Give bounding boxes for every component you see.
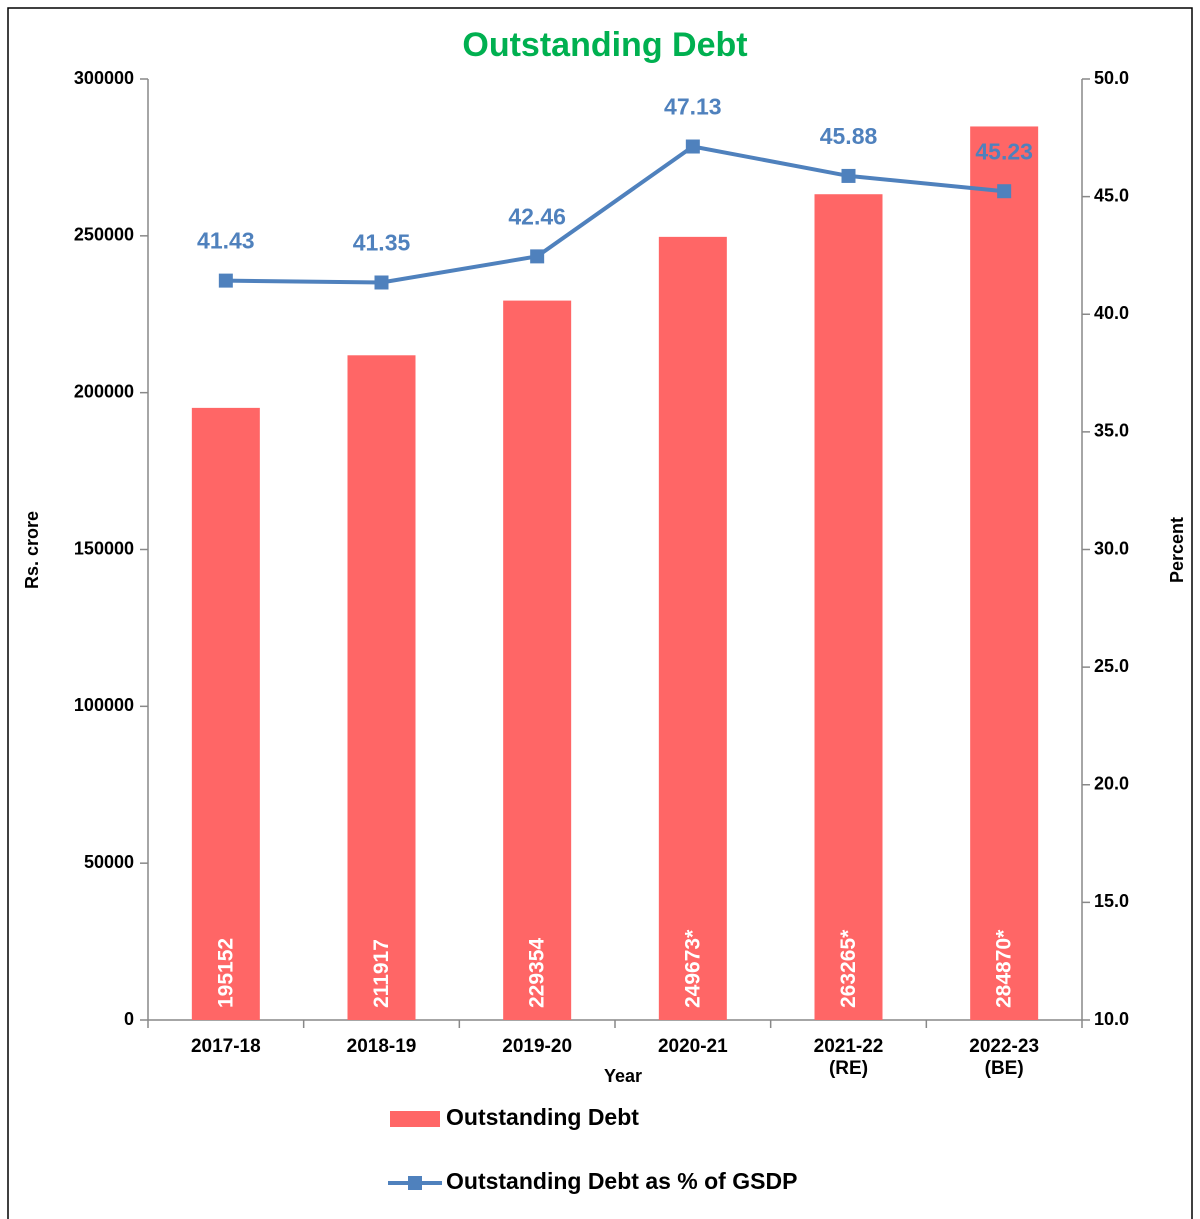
line-value-label: 41.43 [197, 228, 255, 254]
bar-value-label: 211917 [370, 939, 393, 1008]
chart-title: Outstanding Debt [462, 26, 747, 64]
line-marker [374, 275, 389, 290]
line-value-label: 45.23 [975, 138, 1033, 164]
line-marker [841, 168, 856, 183]
x-tick-label: 2020-21 [657, 1036, 728, 1057]
x-tick-label: 2021-22 (RE) [813, 1036, 884, 1079]
line-marker [530, 249, 545, 264]
y2-tick-label: 10.0 [1094, 1009, 1129, 1029]
y2-tick-label: 45.0 [1094, 185, 1129, 205]
bar [814, 194, 883, 1020]
y2-tick-label: 30.0 [1094, 538, 1129, 558]
x-tick-label: 2022-23 (BE) [969, 1036, 1040, 1079]
bar [191, 407, 260, 1020]
y2-tick-label: 25.0 [1094, 656, 1129, 676]
bar-value-label: 249673* [681, 929, 704, 1008]
y2-tick-label: 50.0 [1094, 68, 1129, 88]
y-tick-label: 100000 [74, 695, 134, 715]
bar [658, 236, 727, 1021]
bar-value-label: 284870* [993, 929, 1016, 1008]
x-tick-label: 2018-19 [346, 1036, 417, 1057]
y2-tick-label: 40.0 [1094, 303, 1129, 323]
legend-swatch [390, 1111, 440, 1127]
bar [503, 300, 572, 1020]
y2-tick-label: 20.0 [1094, 774, 1129, 794]
legend-label: Outstanding Debt as % of GSDP [446, 1168, 797, 1194]
legend-marker [408, 1176, 422, 1190]
y-tick-label: 50000 [84, 852, 134, 872]
y2-tick-label: 35.0 [1094, 421, 1129, 441]
y-tick-label: 250000 [74, 225, 134, 245]
bar [347, 355, 416, 1021]
y-tick-label: 200000 [74, 381, 134, 401]
y-axis-label: Rs. crore [22, 511, 42, 589]
line-marker [997, 184, 1012, 199]
line [225, 144, 1005, 285]
y2-tick-label: 15.0 [1094, 891, 1129, 911]
bar-value-label: 263265* [837, 929, 860, 1008]
y-tick-label: 150000 [74, 538, 134, 558]
bar-value-label: 229354 [526, 938, 549, 1008]
line-value-label: 45.88 [820, 123, 878, 149]
line-value-label: 42.46 [508, 203, 566, 229]
y-tick-label: 300000 [74, 68, 134, 88]
bar [970, 126, 1039, 1020]
y2-axis-label: Percent [1167, 517, 1187, 583]
line-value-label: 41.35 [353, 230, 411, 256]
legend-label: Outstanding Debt [446, 1104, 639, 1130]
x-axis-label: Year [604, 1066, 642, 1086]
line-marker [218, 273, 233, 288]
bar-value-label: 195152 [214, 938, 237, 1008]
y-tick-label: 0 [124, 1009, 134, 1029]
chart-border [7, 7, 1193, 1219]
x-tick-label: 2017-18 [190, 1036, 261, 1057]
line-marker [685, 139, 700, 154]
x-tick-label: 2019-20 [502, 1036, 573, 1057]
line-value-label: 47.13 [664, 94, 722, 120]
